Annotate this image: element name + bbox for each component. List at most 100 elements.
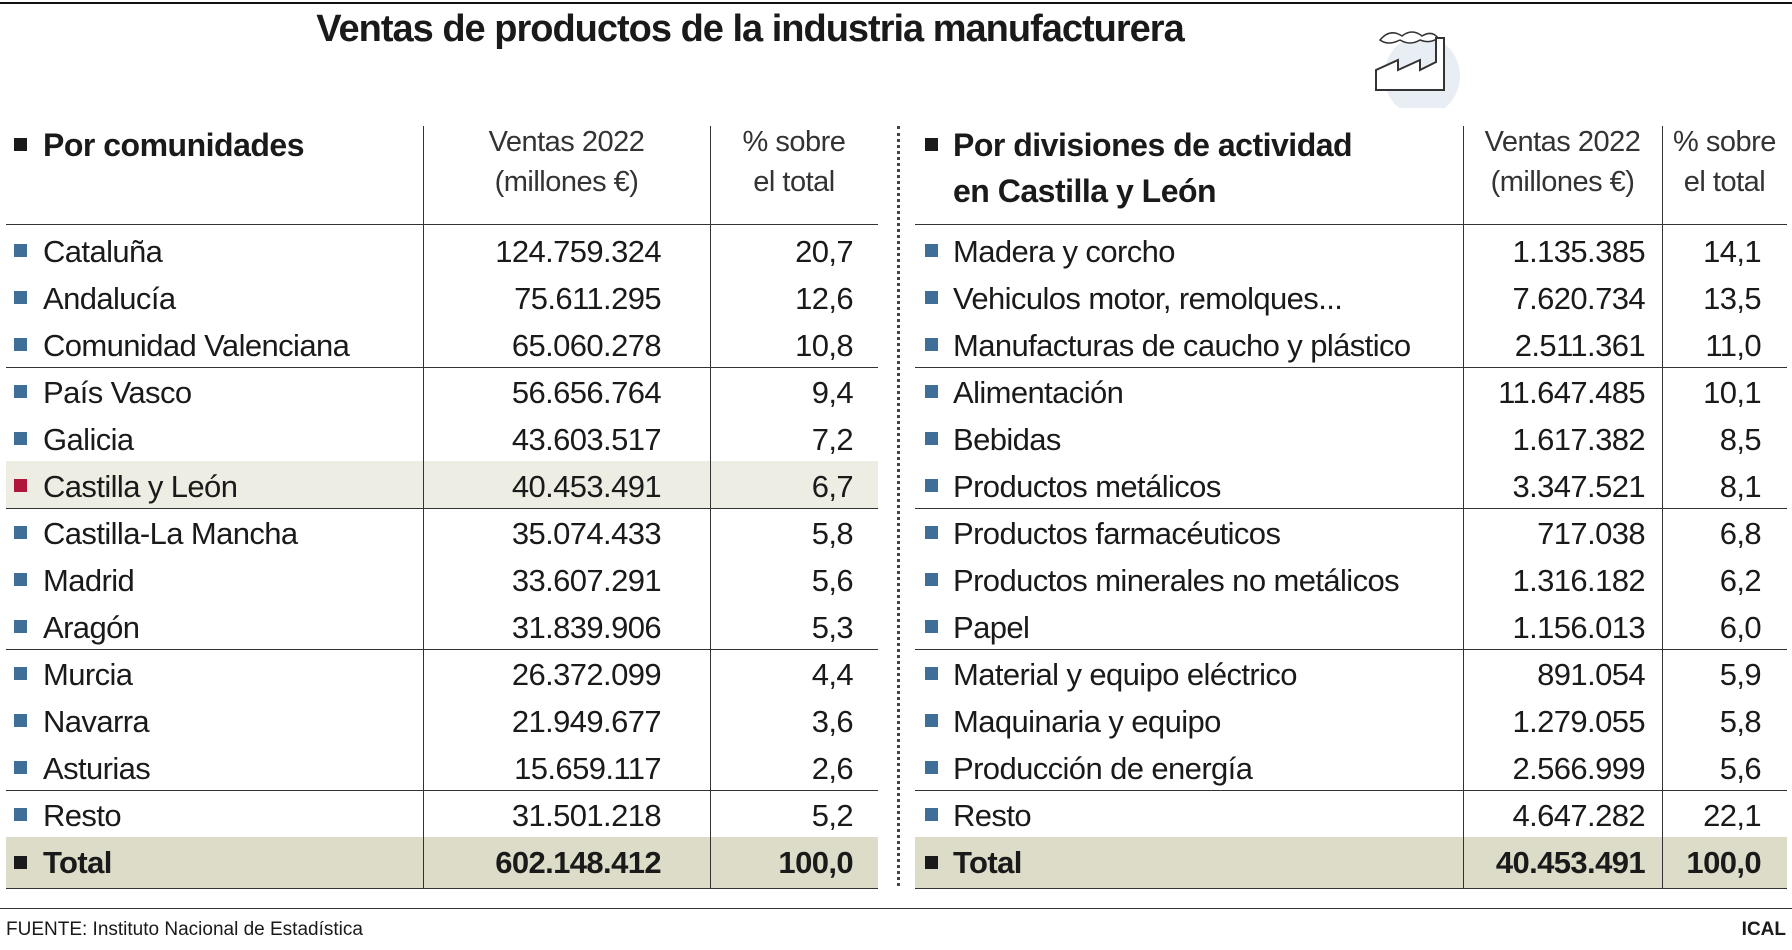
row-label: Aragón [43, 610, 140, 645]
column-header: Ventas 2022 [488, 126, 645, 158]
row-label: Bebidas [953, 422, 1061, 457]
total-sales: 40.453.491 [1495, 845, 1646, 880]
sales-value: 1.617.382 [1512, 422, 1645, 457]
column-header: % sobre [742, 126, 846, 158]
row-label: Producción de energía [953, 751, 1253, 786]
bullet [14, 385, 27, 398]
percent-value: 7,2 [811, 422, 854, 457]
percent-value: 6,7 [811, 469, 854, 504]
bullet [14, 338, 27, 351]
sales-value: 891.054 [1537, 657, 1645, 692]
row-label: Galicia [43, 422, 134, 457]
row-label: Murcia [43, 657, 133, 692]
total-row [915, 837, 1787, 888]
bullet [14, 573, 27, 586]
percent-value: 13,5 [1703, 281, 1762, 316]
row-label: Navarra [43, 704, 150, 739]
row-label: Productos minerales no metálicos [953, 563, 1400, 598]
percent-value: 8,1 [1719, 469, 1762, 504]
sales-value: 56.656.764 [511, 375, 662, 410]
column-header: (millones €) [494, 166, 639, 198]
sales-value: 43.603.517 [511, 422, 662, 457]
row-label: Alimentación [953, 375, 1124, 410]
sales-value: 2.566.999 [1512, 751, 1645, 786]
percent-value: 10,8 [795, 328, 854, 363]
title: Ventas de productos de la industria manu… [316, 8, 1184, 50]
bullet [14, 244, 27, 257]
row-label: Papel [953, 610, 1030, 645]
bullet [14, 432, 27, 445]
footer-rule [0, 908, 1792, 909]
sales-value: 65.060.278 [511, 328, 662, 363]
bullet [14, 479, 27, 492]
column-header: el total [753, 166, 835, 198]
bullet [925, 573, 938, 586]
total-percent: 100,0 [778, 845, 853, 880]
column-header: % sobre [1673, 126, 1776, 158]
total-label: Total [953, 845, 1022, 880]
bullet [925, 291, 938, 304]
sales-value: 40.453.491 [511, 469, 662, 504]
total-percent: 100,0 [1686, 845, 1761, 880]
sales-value: 717.038 [1537, 516, 1645, 551]
group-rule [6, 367, 878, 368]
group-rule [6, 790, 878, 791]
sales-value: 15.659.117 [514, 751, 661, 786]
column-rule [710, 126, 711, 888]
bullet [925, 856, 938, 869]
group-rule [6, 508, 878, 509]
sales-value: 1.156.013 [1512, 610, 1645, 645]
bullet [14, 620, 27, 633]
sales-value: 75.611.295 [514, 281, 661, 316]
bullet [925, 761, 938, 774]
percent-value: 22,1 [1703, 798, 1762, 833]
row-label: Maquinaria y equipo [953, 704, 1221, 739]
row-label: Madrid [43, 563, 135, 598]
source: FUENTE: Instituto Nacional de Estadístic… [6, 919, 363, 940]
sales-value: 3.347.521 [1512, 469, 1645, 504]
row-label: Comunidad Valenciana [43, 328, 350, 363]
row-label: Manufacturas de caucho y plástico [953, 328, 1411, 363]
column-header: Ventas 2022 [1484, 126, 1641, 158]
column-rule [1662, 126, 1663, 888]
bullet [14, 526, 27, 539]
percent-value: 5,8 [1719, 704, 1762, 739]
column-rule [423, 126, 424, 888]
percent-value: 10,1 [1703, 375, 1762, 410]
credit: ICAL [1741, 919, 1786, 940]
sales-value: 33.607.291 [511, 563, 662, 598]
sales-value: 31.839.906 [511, 610, 662, 645]
column-header: el total [1683, 166, 1766, 198]
total-row [6, 837, 878, 888]
bullet [14, 667, 27, 680]
sales-value: 35.074.433 [511, 516, 662, 551]
sales-value: 11.647.485 [1498, 375, 1645, 410]
bullet [925, 138, 938, 151]
group-rule [915, 367, 1787, 368]
header-title: Por comunidades [43, 127, 305, 163]
row-label: Vehiculos motor, remolques... [953, 281, 1343, 316]
row-label: Castilla y León [43, 469, 238, 504]
row-label: Castilla-La Mancha [43, 516, 298, 551]
row-label: Asturias [43, 751, 151, 786]
header-rule [915, 224, 1787, 225]
percent-value: 20,7 [795, 234, 854, 269]
percent-value: 3,6 [811, 704, 854, 739]
top-rule [0, 2, 1792, 4]
sales-value: 1.279.055 [1512, 704, 1645, 739]
column-header: (millones €) [1490, 166, 1635, 198]
percent-value: 11,0 [1705, 328, 1761, 363]
bullet [925, 385, 938, 398]
bullet [925, 714, 938, 727]
percent-value: 6,2 [1719, 563, 1762, 598]
bullet [925, 432, 938, 445]
percent-value: 6,0 [1719, 610, 1762, 645]
table-separator [897, 126, 900, 886]
sales-value: 2.511.361 [1514, 328, 1646, 363]
group-rule [6, 649, 878, 650]
percent-value: 5,6 [811, 563, 854, 598]
highlight [6, 461, 878, 508]
bullet [925, 338, 938, 351]
percent-value: 5,3 [811, 610, 854, 645]
